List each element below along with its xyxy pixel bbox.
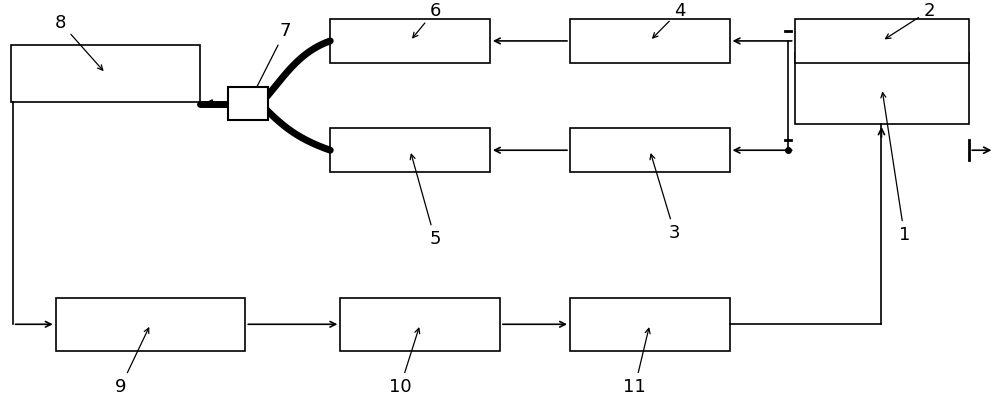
Bar — [795, 53, 969, 124]
Bar — [570, 19, 730, 63]
Text: 6: 6 — [413, 2, 441, 38]
Text: 3: 3 — [650, 154, 681, 242]
Text: 2: 2 — [885, 2, 935, 39]
Text: 9: 9 — [115, 328, 149, 396]
Text: 7: 7 — [250, 22, 291, 100]
Bar — [11, 45, 200, 102]
Text: 1: 1 — [881, 93, 910, 244]
Bar — [228, 87, 268, 120]
Bar — [56, 298, 245, 351]
Text: 11: 11 — [623, 328, 650, 396]
Text: 10: 10 — [389, 328, 420, 396]
Bar — [330, 128, 490, 173]
Text: 5: 5 — [410, 154, 441, 248]
Bar — [570, 298, 730, 351]
Bar — [795, 19, 969, 63]
Bar — [330, 19, 490, 63]
Bar — [570, 128, 730, 173]
Text: 4: 4 — [653, 2, 686, 38]
Text: 8: 8 — [55, 14, 103, 70]
Bar — [340, 298, 500, 351]
